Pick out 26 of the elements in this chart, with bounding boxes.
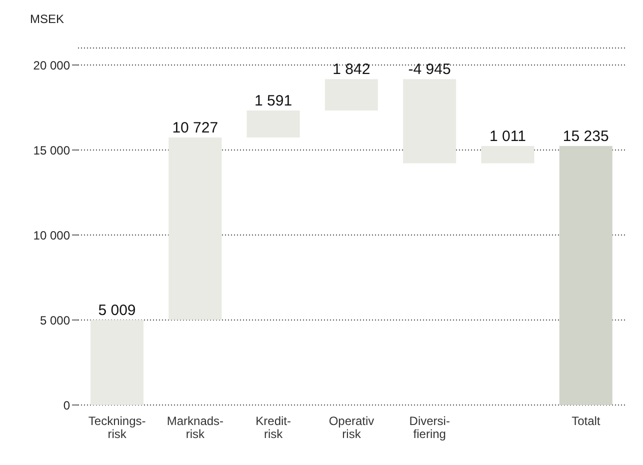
- data-label: 10 727: [172, 119, 218, 136]
- y-tick-label: 10 000: [33, 228, 70, 242]
- data-label: 5 009: [98, 302, 136, 319]
- data-label: 1 842: [332, 61, 370, 78]
- y-tick-label: 0: [63, 398, 70, 412]
- bar: [559, 146, 612, 405]
- data-label: 15 235: [562, 128, 609, 146]
- x-tick-label: Kredit-risk: [256, 414, 292, 441]
- x-tick-label: Operativ risk: [328, 414, 374, 441]
- bar: [90, 320, 144, 405]
- data-label: 1 011: [490, 128, 526, 146]
- x-tick-label: Diversi-fiering: [409, 414, 450, 441]
- bar: [403, 79, 456, 164]
- data-label: 1 591: [254, 92, 292, 110]
- y-tick-label: 20 000: [33, 58, 70, 72]
- y-tick-label: 15 000: [33, 143, 70, 158]
- bar: [481, 146, 534, 164]
- data-label: -4 945: [408, 61, 451, 78]
- bar: [168, 137, 222, 320]
- y-axis-title: MSEK: [30, 12, 64, 26]
- x-tick-label: Totalt: [572, 414, 601, 428]
- bar: [246, 110, 300, 138]
- x-tick-label: Marknads-risk: [166, 414, 224, 441]
- x-tick-label: Tecknings-risk: [88, 414, 146, 441]
- bar: [324, 79, 378, 110]
- y-tick-label: 5 000: [40, 313, 70, 328]
